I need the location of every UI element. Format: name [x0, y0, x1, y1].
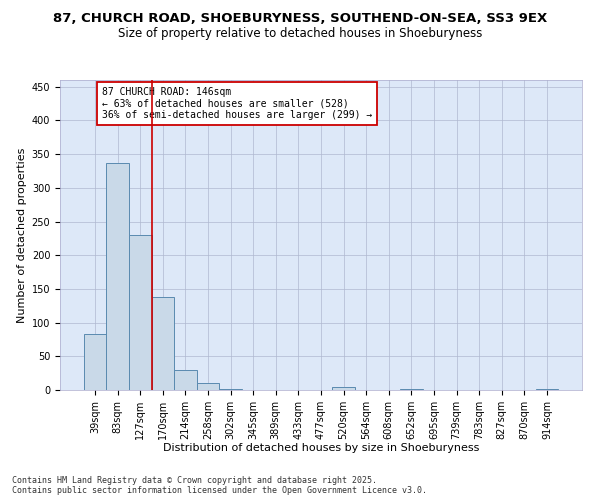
- Y-axis label: Number of detached properties: Number of detached properties: [17, 148, 28, 322]
- Text: Size of property relative to detached houses in Shoeburyness: Size of property relative to detached ho…: [118, 28, 482, 40]
- Bar: [106, 163, 129, 390]
- Text: 87, CHURCH ROAD, SHOEBURYNESS, SOUTHEND-ON-SEA, SS3 9EX: 87, CHURCH ROAD, SHOEBURYNESS, SOUTHEND-…: [53, 12, 547, 26]
- Bar: [197, 384, 220, 390]
- Bar: [84, 334, 106, 390]
- Bar: [129, 235, 152, 390]
- Bar: [220, 388, 242, 390]
- Bar: [332, 386, 355, 390]
- Bar: [152, 297, 174, 390]
- Text: Contains HM Land Registry data © Crown copyright and database right 2025.
Contai: Contains HM Land Registry data © Crown c…: [12, 476, 427, 495]
- Text: 87 CHURCH ROAD: 146sqm
← 63% of detached houses are smaller (528)
36% of semi-de: 87 CHURCH ROAD: 146sqm ← 63% of detached…: [102, 86, 372, 120]
- Bar: [174, 370, 197, 390]
- X-axis label: Distribution of detached houses by size in Shoeburyness: Distribution of detached houses by size …: [163, 444, 479, 454]
